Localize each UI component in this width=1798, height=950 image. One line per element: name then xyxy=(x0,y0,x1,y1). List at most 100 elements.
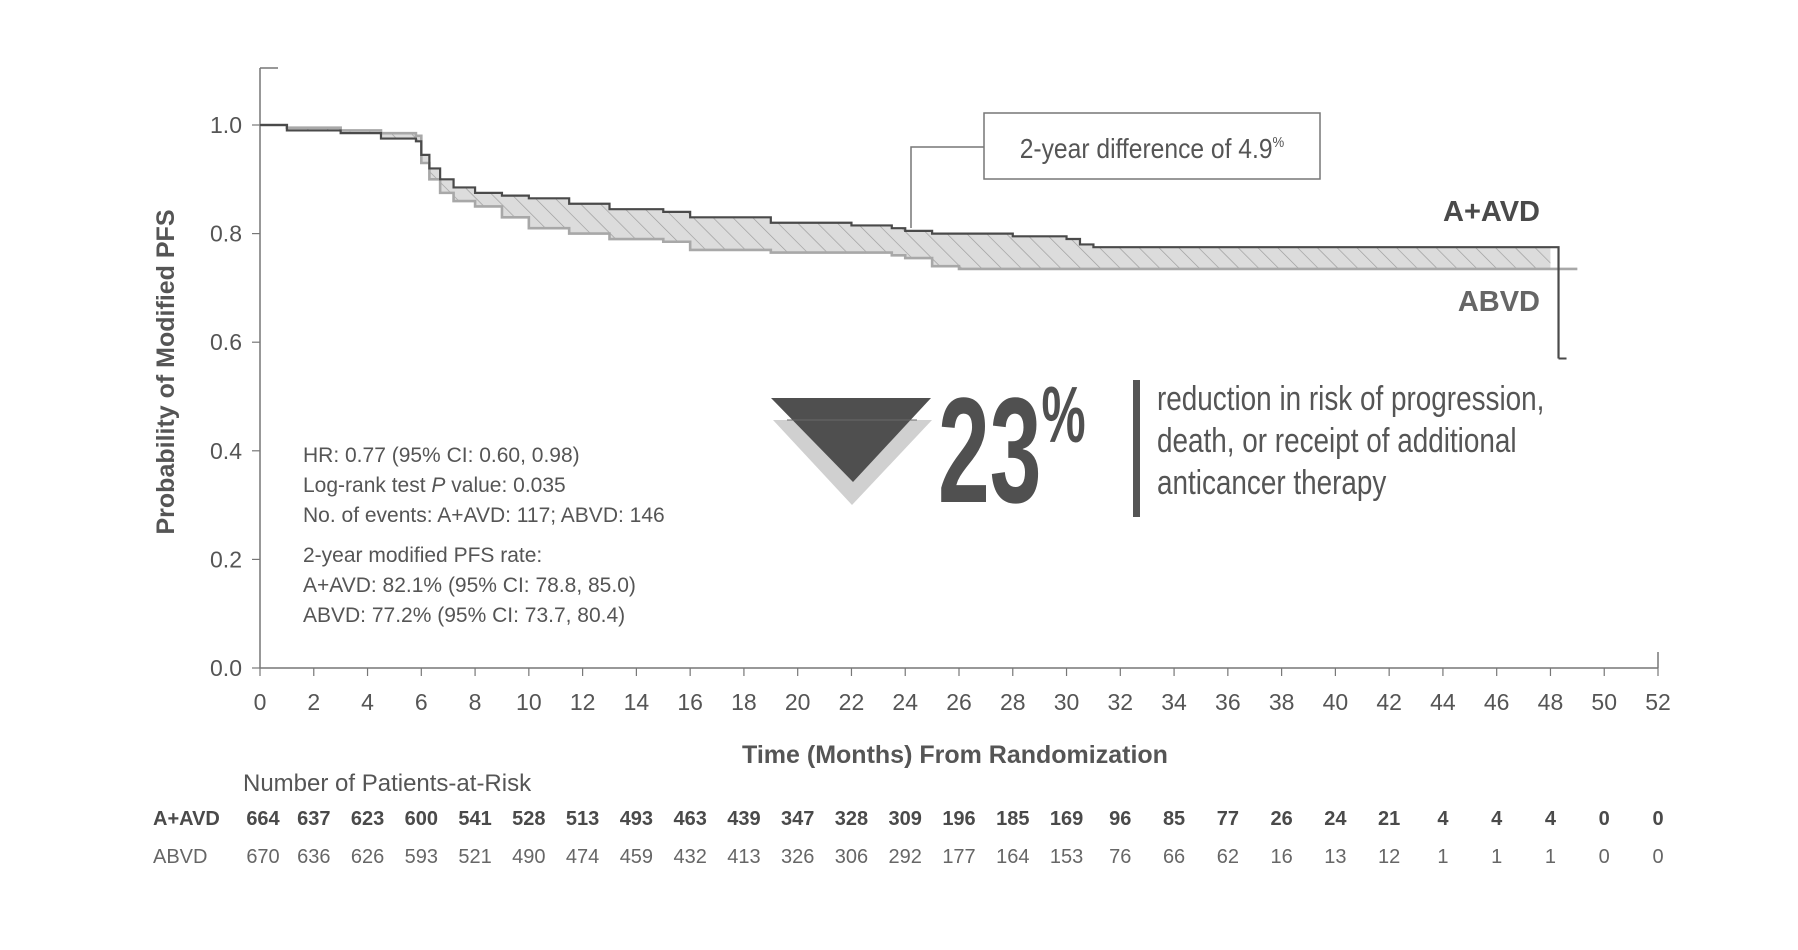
risk-cell: 513 xyxy=(565,808,600,830)
risk-cell: 309 xyxy=(888,808,922,830)
x-tick-label: 40 xyxy=(1323,689,1349,715)
risk-cell: 185 xyxy=(996,808,1030,830)
x-tick-label: 50 xyxy=(1591,689,1617,715)
risk-table-title: Number of Patients-at-Risk xyxy=(243,770,532,797)
risk-cell: 62 xyxy=(1216,846,1239,868)
risk-cell: 0 xyxy=(1598,808,1610,830)
pfs-rate-title: 2-year modified PFS rate: xyxy=(303,544,543,567)
risk-cell: 623 xyxy=(350,808,385,830)
x-tick-label: 36 xyxy=(1215,689,1241,715)
callout-leader xyxy=(910,146,984,228)
survival-curves xyxy=(260,123,1578,360)
risk-cell: 21 xyxy=(1378,808,1401,830)
x-tick-label: 20 xyxy=(785,689,811,715)
risk-cell: 432 xyxy=(673,846,707,868)
events: No. of events: A+AVD: 117; ABVD: 146 xyxy=(303,504,665,527)
log-rank: Log-rank test P value: 0.035 xyxy=(303,474,566,497)
y-axis-label: Probability of Modified PFS xyxy=(152,210,180,535)
x-tick-label: 6 xyxy=(415,689,428,715)
risk-cell: 1 xyxy=(1437,846,1449,868)
x-tick-label: 8 xyxy=(469,689,482,715)
x-tick-label: 26 xyxy=(946,689,972,715)
risk-cell: 328 xyxy=(834,808,869,830)
series-line-a-avd xyxy=(260,123,1560,359)
x-tick-label: 38 xyxy=(1269,689,1295,715)
risk-cell: 0 xyxy=(1652,846,1664,868)
stats-block: HR: 0.77 (95% CI: 0.60, 0.98) Log-rank t… xyxy=(303,441,665,631)
risk-cell: 493 xyxy=(619,808,654,830)
risk-reduction-value: 23% xyxy=(938,366,1086,534)
risk-row-label: ABVD xyxy=(153,846,208,868)
y-tick-label: 0.4 xyxy=(210,438,242,464)
difference-callout: 2-year difference of 4.9% xyxy=(910,112,1321,228)
risk-row-label: A+AVD xyxy=(153,808,220,830)
risk-cell: 636 xyxy=(297,846,331,868)
axis-ticks: 0 2 4 6 8 10 12 14 16 18 20 22 24 26 28 30 32 34 36 38 40 42 4… xyxy=(210,112,1671,715)
risk-cell: 326 xyxy=(781,846,815,868)
risk-cell: 4 xyxy=(1437,808,1449,830)
y-tick-label: 0.2 xyxy=(210,546,242,572)
y-tick-label: 0.0 xyxy=(210,655,242,681)
x-axis-label: Time (Months) From Randomization xyxy=(742,741,1168,769)
divider xyxy=(1133,380,1140,517)
x-tick-label: 48 xyxy=(1538,689,1564,715)
hazard-ratio: HR: 0.77 (95% CI: 0.60, 0.98) xyxy=(303,444,580,467)
x-tick-label: 16 xyxy=(677,689,703,715)
risk-cell: 0 xyxy=(1652,808,1664,830)
x-tick-label: 10 xyxy=(516,689,542,715)
risk-cell: 439 xyxy=(727,808,761,830)
risk-cell: 164 xyxy=(996,846,1030,868)
pfs-rate-aavd: A+AVD: 82.1% (95% CI: 78.8, 85.0) xyxy=(303,574,636,597)
x-tick-label: 0 xyxy=(254,689,267,715)
risk-cell: 593 xyxy=(404,846,438,868)
risk-cell: 96 xyxy=(1109,808,1132,830)
x-tick-label: 44 xyxy=(1430,689,1456,715)
y-tick-label: 1.0 xyxy=(210,112,242,138)
risk-cell: 4 xyxy=(1544,808,1557,830)
series-label-abvd: ABVD xyxy=(1458,286,1540,318)
x-tick-label: 32 xyxy=(1108,689,1134,715)
risk-cell: 0 xyxy=(1598,846,1610,868)
risk-cell: 196 xyxy=(942,808,976,830)
risk-cell: 26 xyxy=(1270,808,1293,830)
risk-cell: 637 xyxy=(297,808,331,830)
x-tick-label: 22 xyxy=(839,689,865,715)
y-tick-label: 0.6 xyxy=(210,329,242,355)
risk-cell: 306 xyxy=(834,846,869,868)
risk-cell: 459 xyxy=(619,846,654,868)
reduction-line: death, or receipt of additional xyxy=(1157,422,1517,460)
risk-cell: 85 xyxy=(1162,808,1186,830)
x-tick-label: 52 xyxy=(1645,689,1671,715)
risk-cell: 528 xyxy=(512,808,546,830)
callout-text: 2-year difference of 4.9% xyxy=(1020,133,1285,165)
risk-cell: 413 xyxy=(727,846,761,868)
risk-cell: 1 xyxy=(1544,846,1557,868)
risk-cell: 626 xyxy=(350,846,385,868)
risk-cell: 4 xyxy=(1491,808,1503,830)
risk-cell: 463 xyxy=(673,808,707,830)
risk-cell: 670 xyxy=(246,846,280,868)
risk-cell: 521 xyxy=(458,846,492,868)
risk-cell: 490 xyxy=(512,846,546,868)
x-tick-label: 42 xyxy=(1376,689,1402,715)
callout-box xyxy=(983,112,1321,180)
risk-cell: 13 xyxy=(1324,846,1347,868)
series-label-aavd: A+AVD xyxy=(1443,196,1540,228)
x-tick-label: 34 xyxy=(1161,689,1187,715)
x-tick-label: 30 xyxy=(1054,689,1080,715)
x-tick-label: 24 xyxy=(892,689,918,715)
reduction-line: reduction in risk of progression, xyxy=(1157,380,1545,418)
risk-cell: 664 xyxy=(246,808,280,830)
risk-cell: 153 xyxy=(1049,846,1084,868)
risk-cell: 169 xyxy=(1049,808,1084,830)
x-tick-label: 2 xyxy=(307,689,320,715)
risk-cell: 541 xyxy=(458,808,492,830)
risk-cell: 600 xyxy=(404,808,438,830)
series-line-abvd xyxy=(260,123,1578,271)
risk-cell: 16 xyxy=(1270,846,1293,868)
risk-cell: 12 xyxy=(1378,846,1401,868)
risk-cell: 347 xyxy=(781,808,815,830)
x-tick-label: 12 xyxy=(570,689,596,715)
risk-reduction-text: reduction in risk of progression, death,… xyxy=(1157,378,1544,504)
